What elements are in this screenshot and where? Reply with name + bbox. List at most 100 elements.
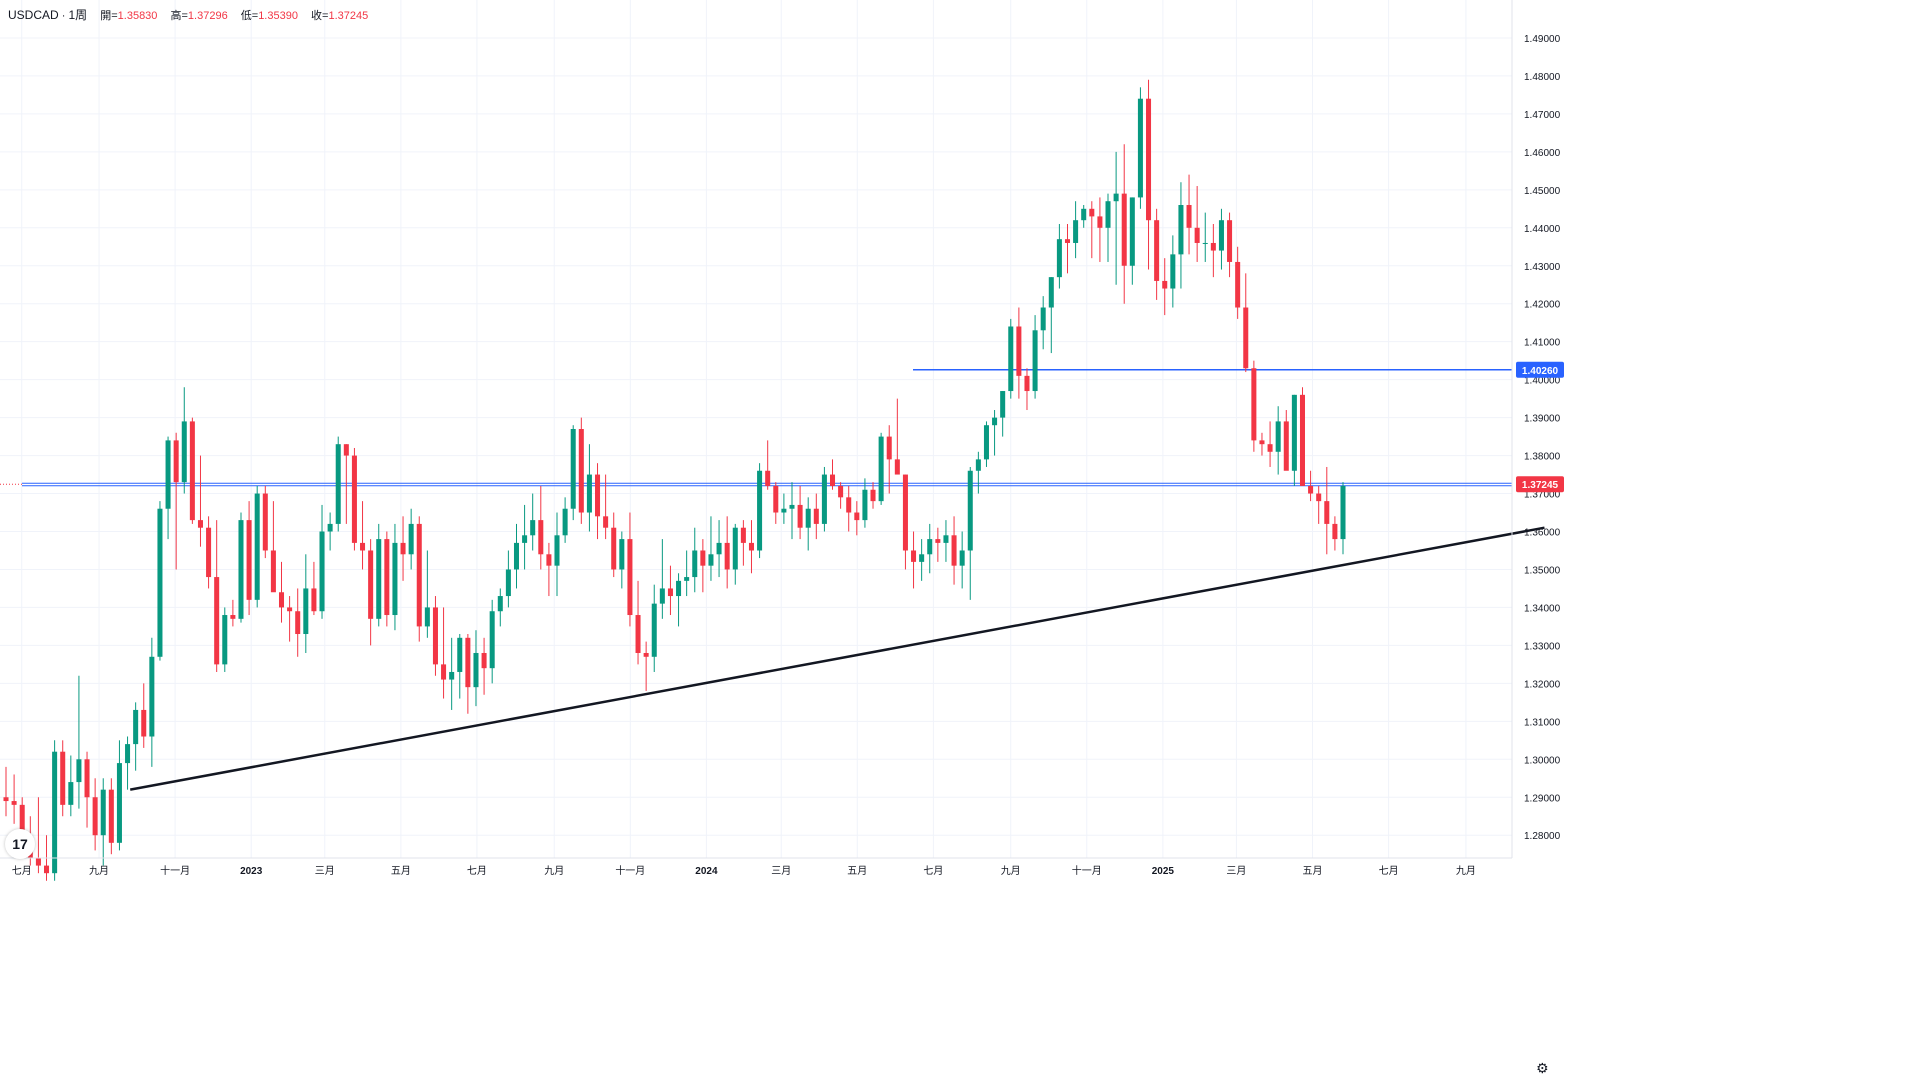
candle — [595, 463, 601, 540]
candle — [1000, 391, 1006, 437]
candle-body — [424, 607, 430, 627]
trendline-layer[interactable] — [129, 526, 1545, 791]
candle-body — [1162, 280, 1168, 289]
candle — [724, 516, 730, 589]
candle — [295, 588, 301, 657]
candle — [1170, 235, 1176, 308]
time-tick-label: 七月 — [12, 865, 32, 877]
candle — [1056, 223, 1062, 289]
candle-body — [854, 512, 860, 521]
candle-body — [838, 485, 844, 498]
candle-body — [1048, 277, 1054, 308]
candle-body — [546, 554, 552, 566]
candle — [894, 398, 900, 475]
candle — [35, 797, 41, 874]
candle-body — [667, 588, 673, 597]
candle — [1299, 387, 1305, 486]
candle-body — [1129, 197, 1135, 266]
candle-body — [76, 759, 82, 783]
candle-body — [133, 709, 139, 745]
candle — [68, 755, 74, 817]
candle-body — [157, 508, 163, 657]
candle-body — [1154, 220, 1160, 281]
candle-body — [287, 607, 293, 612]
candle — [513, 523, 520, 589]
candle — [400, 516, 406, 581]
candle-body — [586, 474, 592, 513]
price-tick-label: 1.49000 — [1524, 34, 1561, 45]
candle-body — [457, 637, 463, 672]
candle — [1008, 318, 1014, 399]
time-tick-label: 十一月 — [160, 864, 190, 877]
candle-body — [1073, 220, 1079, 243]
candle-body — [1105, 201, 1111, 228]
candle-body — [1227, 220, 1233, 262]
candle-body — [1032, 330, 1038, 392]
candle-body — [627, 539, 633, 616]
candle — [959, 531, 965, 589]
candle-body — [416, 523, 422, 627]
candle-body — [1178, 205, 1184, 255]
candle-body — [789, 504, 795, 509]
candle-body — [303, 588, 309, 635]
candle-body — [951, 535, 957, 566]
candle-body — [125, 744, 131, 764]
tradingview-logo[interactable]: 17 — [5, 829, 35, 859]
candle — [1073, 201, 1079, 259]
candle — [1291, 394, 1297, 486]
candle-body — [651, 603, 657, 657]
candle-body — [716, 542, 722, 555]
candle — [813, 493, 819, 540]
candle — [919, 539, 925, 581]
candle-body — [35, 858, 41, 866]
candle-body — [116, 763, 122, 843]
candle — [1324, 466, 1330, 555]
candle-body — [911, 550, 917, 562]
price-tick-label: 1.33000 — [1524, 641, 1561, 652]
candle-body — [214, 577, 220, 665]
price-tick-label: 1.28000 — [1524, 831, 1561, 842]
candle-body — [1340, 485, 1346, 540]
candle-body — [400, 542, 406, 555]
price-tick-label: 1.32000 — [1524, 679, 1561, 690]
candle — [546, 542, 552, 597]
high-value: 1.37296 — [187, 10, 228, 22]
candle — [838, 482, 844, 509]
candle — [538, 485, 544, 570]
candle-body — [149, 656, 155, 737]
candle-body — [1113, 193, 1119, 202]
candle-body — [611, 527, 617, 570]
candle-body — [959, 550, 965, 566]
candle — [732, 523, 738, 585]
candle — [927, 523, 933, 574]
candle-body — [902, 474, 908, 551]
symbol-label[interactable]: USDCAD — [8, 8, 59, 22]
time-tick-label: 五月 — [847, 865, 867, 877]
time-axis[interactable]: 七月 九月 十一月 2023 三月 五月 七月 九月 十一月 2024 三月 五月 七月 九月 十一月 202… — [0, 857, 1512, 877]
candle-body — [530, 520, 536, 536]
candle — [578, 417, 584, 524]
candle — [975, 451, 981, 494]
candle-body — [886, 436, 892, 460]
candle — [481, 637, 487, 695]
time-tick-label: 九月 — [544, 865, 564, 877]
candle — [870, 482, 876, 509]
candle-body — [773, 485, 779, 513]
candle-body — [578, 429, 584, 513]
candle-body — [197, 520, 203, 528]
gear-icon[interactable]: ⚙ — [1536, 1060, 1549, 1076]
price-axis[interactable]: 1.28000 1.29000 1.30000 1.31000 1.32000 1.330… — [1511, 0, 1564, 858]
candle — [789, 482, 795, 540]
candle-body — [562, 508, 568, 536]
candle-body — [1121, 193, 1127, 266]
candle — [173, 432, 179, 570]
candle — [11, 774, 17, 824]
candle-body — [732, 527, 738, 570]
time-tick-label: 七月 — [923, 865, 943, 877]
candle-body — [222, 615, 228, 665]
candle-body — [1235, 261, 1241, 308]
interval-label[interactable]: 1周 — [68, 8, 88, 22]
candle-body — [538, 520, 544, 555]
